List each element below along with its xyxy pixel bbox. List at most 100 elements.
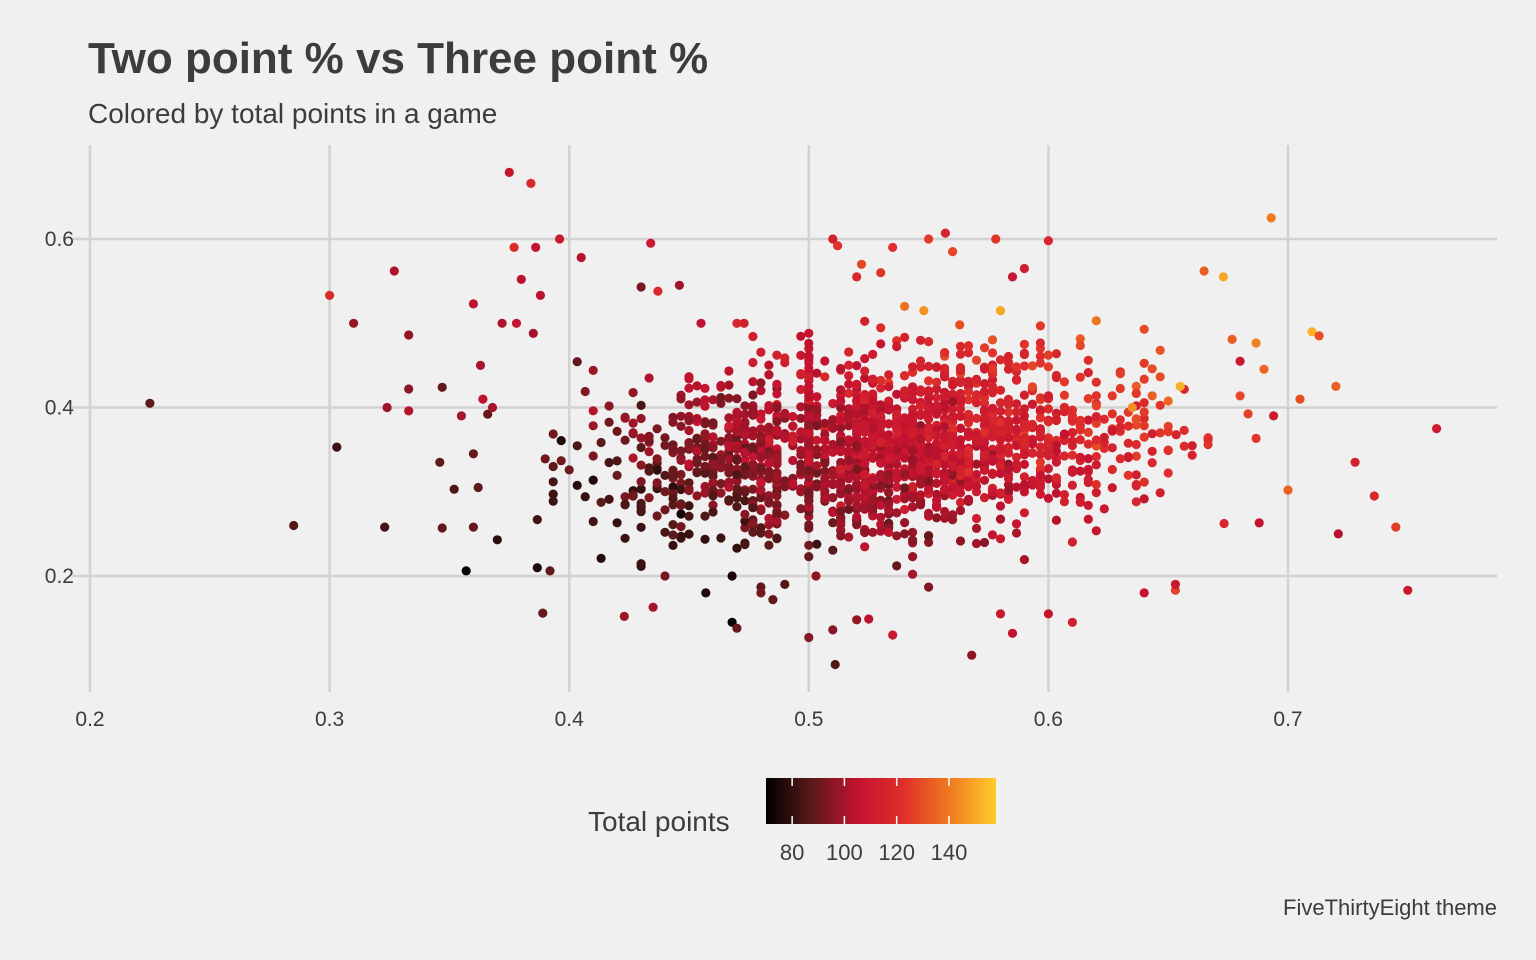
data-point [1369,491,1379,501]
data-point [668,470,678,480]
data-point [1075,334,1085,344]
data-point [692,446,702,456]
data-point [876,339,886,349]
data-point [764,422,774,432]
data-point [1019,483,1029,493]
data-point [1259,364,1269,374]
data-point [963,341,974,351]
data-point [1043,417,1053,427]
data-point [732,418,742,428]
data-point [644,431,654,441]
data-point [1003,417,1014,427]
data-point [820,435,830,445]
data-point [916,478,926,488]
data-point [619,611,629,622]
data-point [676,394,686,404]
data-point [796,467,806,477]
data-point [804,449,814,459]
data-point [708,478,718,488]
data-point [932,513,942,523]
data-point [437,382,447,392]
data-point [1003,464,1014,474]
data-point [788,411,798,422]
data-point [991,234,1001,244]
data-point [1011,528,1022,538]
data-point [948,462,958,472]
data-point [1107,409,1117,419]
data-point [852,409,862,419]
data-point [852,494,862,504]
data-point [948,411,958,421]
data-point [1075,425,1085,435]
data-point [620,500,630,510]
data-point [756,478,766,488]
data-point [1043,404,1053,414]
data-point [1139,432,1149,442]
data-point [1091,401,1101,411]
data-point [900,301,910,311]
data-point [1091,391,1101,401]
data-point [1131,414,1141,424]
data-point [1075,340,1085,351]
data-point [740,455,750,465]
data-point [1123,452,1133,463]
data-point [916,401,926,411]
data-point [732,623,742,633]
data-point [844,485,854,495]
data-point [932,409,942,419]
data-point [860,480,870,490]
data-point [860,366,870,376]
data-point [1131,381,1141,391]
data-point [652,465,662,475]
data-point [995,514,1006,524]
data-point [812,482,822,492]
data-point [652,454,662,464]
data-point [940,458,950,468]
data-point [924,469,934,479]
data-point [1067,428,1077,438]
data-point [955,505,966,516]
data-point [636,413,646,424]
data-point [900,504,910,515]
data-point [708,418,718,428]
data-point [940,473,950,483]
data-point [468,522,478,532]
data-point [732,502,742,512]
data-point [1043,493,1053,503]
data-point [756,378,766,388]
data-point [828,625,838,635]
data-point [1075,435,1085,445]
data-point [987,432,998,442]
data-point [876,500,886,510]
data-point [1043,236,1053,246]
data-point [644,373,654,383]
data-point [628,491,638,501]
data-point [868,527,878,538]
data-point [916,427,926,437]
data-point [1019,390,1029,400]
data-point [788,478,798,489]
data-point [764,540,774,550]
data-point [963,415,974,425]
data-point [955,320,965,330]
data-point [1003,473,1014,484]
data-point [1035,413,1045,423]
data-point [1035,457,1045,467]
data-point [963,495,974,505]
data-point [700,395,710,405]
data-point [908,420,918,430]
data-point [1019,472,1029,482]
data-point [628,388,638,398]
data-point [700,468,710,478]
data-point [828,507,838,517]
x-tick-label: 0.2 [75,708,104,731]
data-point [979,427,990,437]
data-point [1254,518,1264,528]
data-point [1003,358,1014,368]
data-point [548,489,558,499]
data-point [955,465,966,475]
data-point [971,391,982,402]
data-point [948,453,958,463]
data-point [772,427,782,437]
data-point [772,350,782,360]
